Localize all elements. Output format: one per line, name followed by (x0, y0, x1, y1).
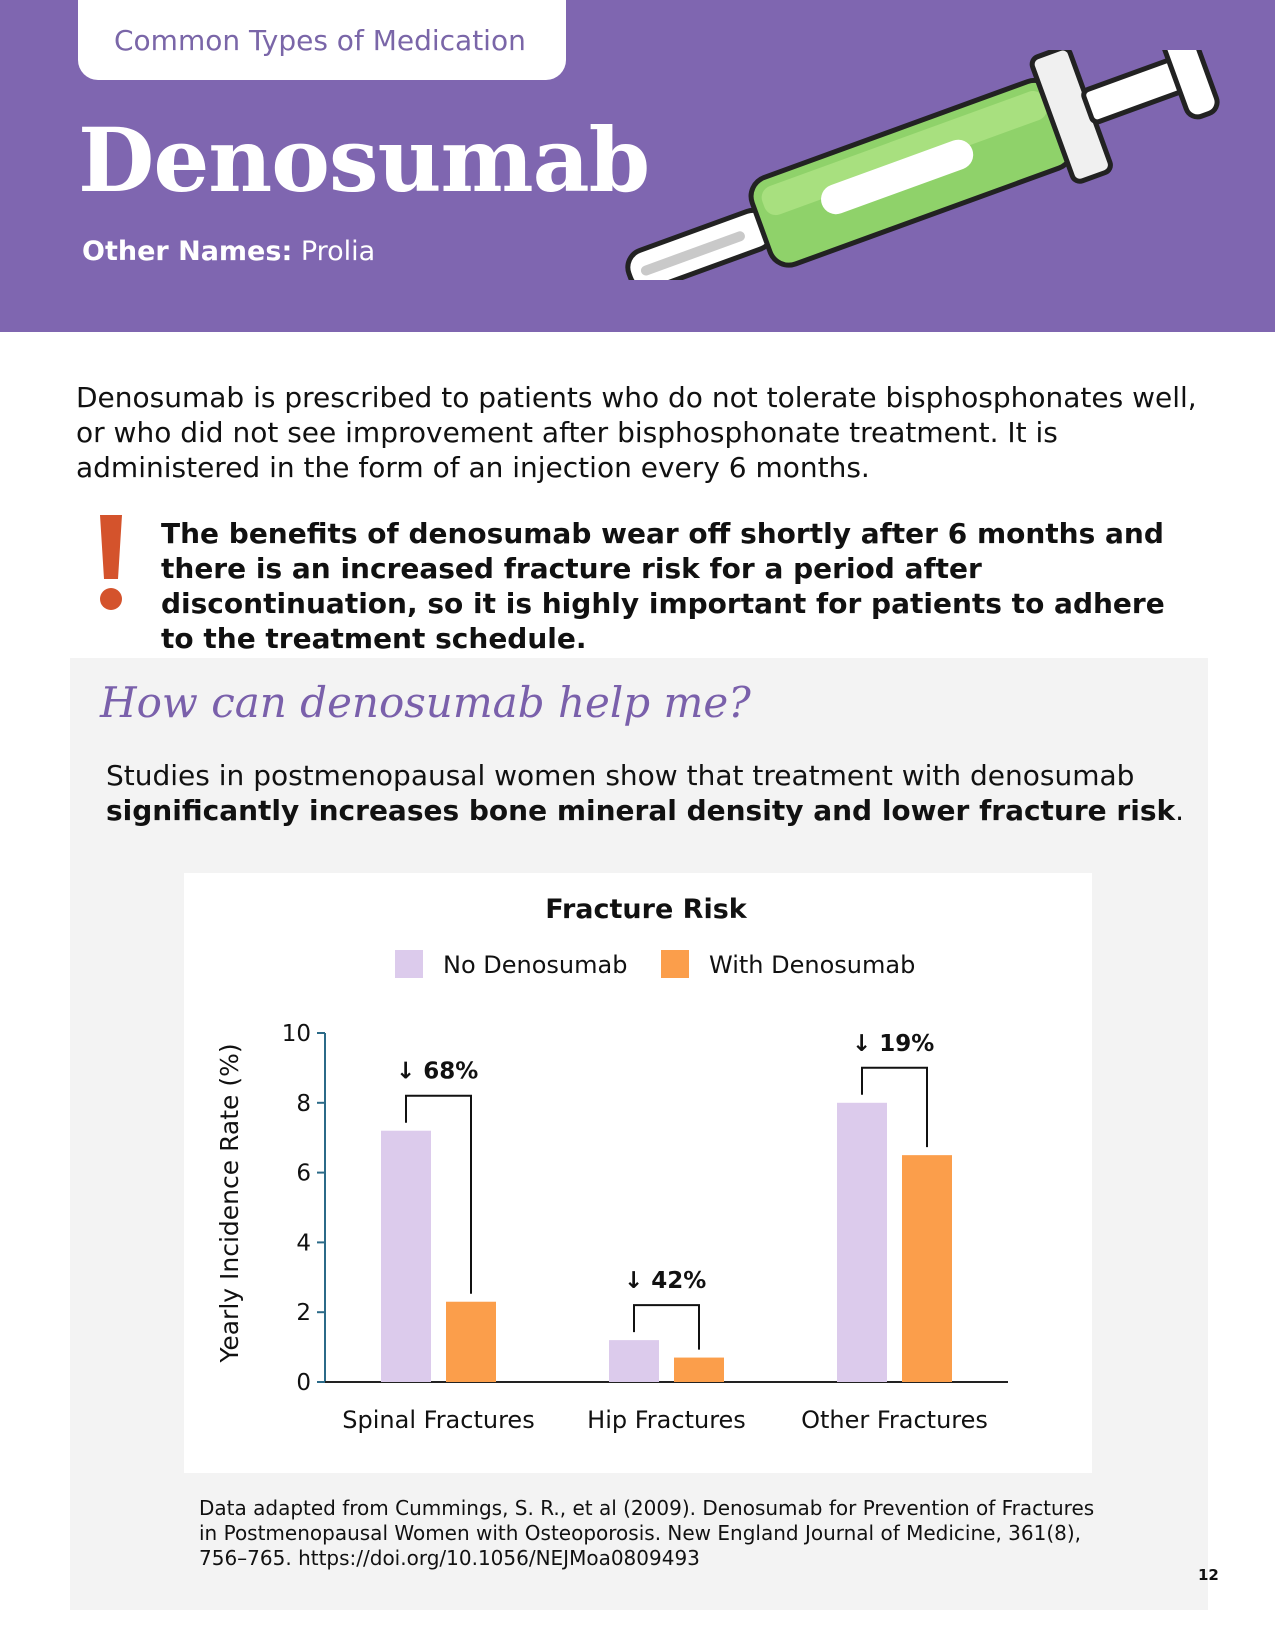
page-number: 12 (1198, 1566, 1219, 1584)
bar-with-denosumab-2 (674, 1357, 724, 1382)
reduction-label: ↓ 42% (624, 1268, 706, 1294)
bar-with-denosumab-1 (446, 1301, 496, 1382)
y-tick-label: 10 (282, 1021, 311, 1047)
page-title: Denosumab (78, 108, 650, 212)
reduction-bracket (633, 1304, 700, 1350)
header-banner: Common Types of Medication Denosumab Oth… (0, 0, 1275, 332)
category-tab-label: Common Types of Medication (114, 24, 526, 57)
reduction-label: ↓ 19% (852, 1031, 934, 1057)
y-tick-label: 8 (296, 1091, 311, 1117)
source-citation: Data adapted from Cummings, S. R., et al… (199, 1496, 1095, 1570)
bar-with-denosumab-3 (902, 1155, 952, 1382)
other-names-value: Prolia (300, 236, 376, 267)
syringe-icon (625, 50, 1220, 280)
reduction-bracket (861, 1066, 928, 1148)
x-category-label: Other Fractures (801, 1406, 988, 1434)
legend-swatch-no-denosumab (395, 950, 423, 978)
study-text: Studies in postmenopausal women show tha… (106, 759, 1135, 792)
bar-no-denosumab-1 (381, 1130, 431, 1382)
other-names: Other Names: Prolia (82, 236, 375, 267)
x-category-label: Spinal Fractures (342, 1406, 534, 1434)
other-names-label: Other Names: (82, 236, 293, 267)
study-end: . (1175, 794, 1185, 827)
intro-paragraph: Denosumab is prescribed to patients who … (76, 381, 1197, 484)
x-category-label: Hip Fractures (587, 1406, 746, 1434)
study-paragraph: Studies in postmenopausal women show tha… (106, 758, 1186, 828)
bar-no-denosumab-2 (609, 1340, 659, 1382)
study-bold-text: significantly increases bone mineral den… (106, 794, 1176, 827)
category-tab: Common Types of Medication (78, 0, 566, 80)
y-axis-label: Yearly Incidence Rate (%) (215, 1043, 244, 1363)
bar-no-denosumab-3 (837, 1102, 887, 1382)
y-tick-label: 0 (296, 1370, 311, 1396)
y-tick-label: 6 (296, 1161, 311, 1187)
exclamation-icon (100, 515, 122, 610)
y-tick-label: 2 (296, 1300, 311, 1326)
legend-label-no-denosumab: No Denosumab (443, 951, 627, 979)
panel-heading: How can denosumab help me? (100, 678, 751, 727)
chart-container: Fracture Risk No Denosumab With Denosuma… (184, 873, 1092, 1473)
fracture-risk-chart: Fracture Risk No Denosumab With Denosuma… (215, 894, 1008, 1434)
chart-title: Fracture Risk (545, 894, 748, 925)
y-tick-label: 4 (296, 1230, 311, 1256)
legend-label-with-denosumab: With Denosumab (709, 951, 915, 979)
reduction-label: ↓ 68% (396, 1059, 478, 1085)
warning-text: The benefits of denosumab wear off short… (161, 517, 1165, 655)
legend-swatch-with-denosumab (661, 950, 689, 978)
reduction-bracket (405, 1094, 472, 1294)
